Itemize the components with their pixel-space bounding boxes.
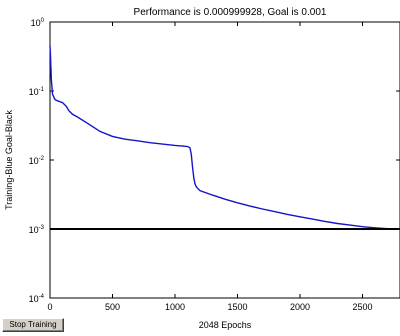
y-tick-label: 10-3 <box>29 225 45 235</box>
stop-training-button[interactable]: Stop Training <box>2 318 64 332</box>
x-axis-label: 2048 Epochs <box>199 320 252 330</box>
x-tick-label: 1500 <box>227 302 247 312</box>
y-tick-label: 10-4 <box>29 294 45 304</box>
y-tick-label: 100 <box>31 18 45 28</box>
x-tick-label: 500 <box>105 302 120 312</box>
x-tick-label: 0 <box>47 302 52 312</box>
x-tick-label: 2000 <box>290 302 310 312</box>
chart-title: Performance is 0.000999928, Goal is 0.00… <box>134 7 327 18</box>
y-tick-label: 10-2 <box>29 156 45 166</box>
plot-series <box>49 45 400 230</box>
training-performance-line <box>49 45 400 230</box>
x-tick-label: 2500 <box>352 302 372 312</box>
y-axis-label: Training-Blue Goal-Black <box>4 110 14 210</box>
plot-area <box>49 21 400 299</box>
y-axis-ticks: 100 10-1 10-2 10-3 10-4 <box>29 18 400 304</box>
x-tick-label: 1000 <box>165 302 185 312</box>
y-tick-label: 10-1 <box>29 87 45 97</box>
x-axis-ticks: 0 500 1000 1500 2000 2500 <box>47 22 373 312</box>
